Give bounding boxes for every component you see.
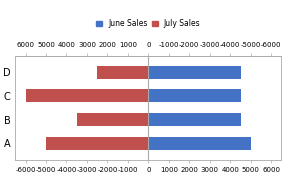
Bar: [148, 137, 251, 150]
Bar: [77, 113, 148, 126]
Bar: [46, 137, 148, 150]
Legend: June Sales, July Sales: June Sales, July Sales: [93, 16, 204, 31]
Bar: [148, 66, 241, 79]
Bar: [148, 113, 241, 126]
Bar: [97, 66, 148, 79]
Bar: [25, 89, 148, 102]
Bar: [148, 89, 241, 102]
